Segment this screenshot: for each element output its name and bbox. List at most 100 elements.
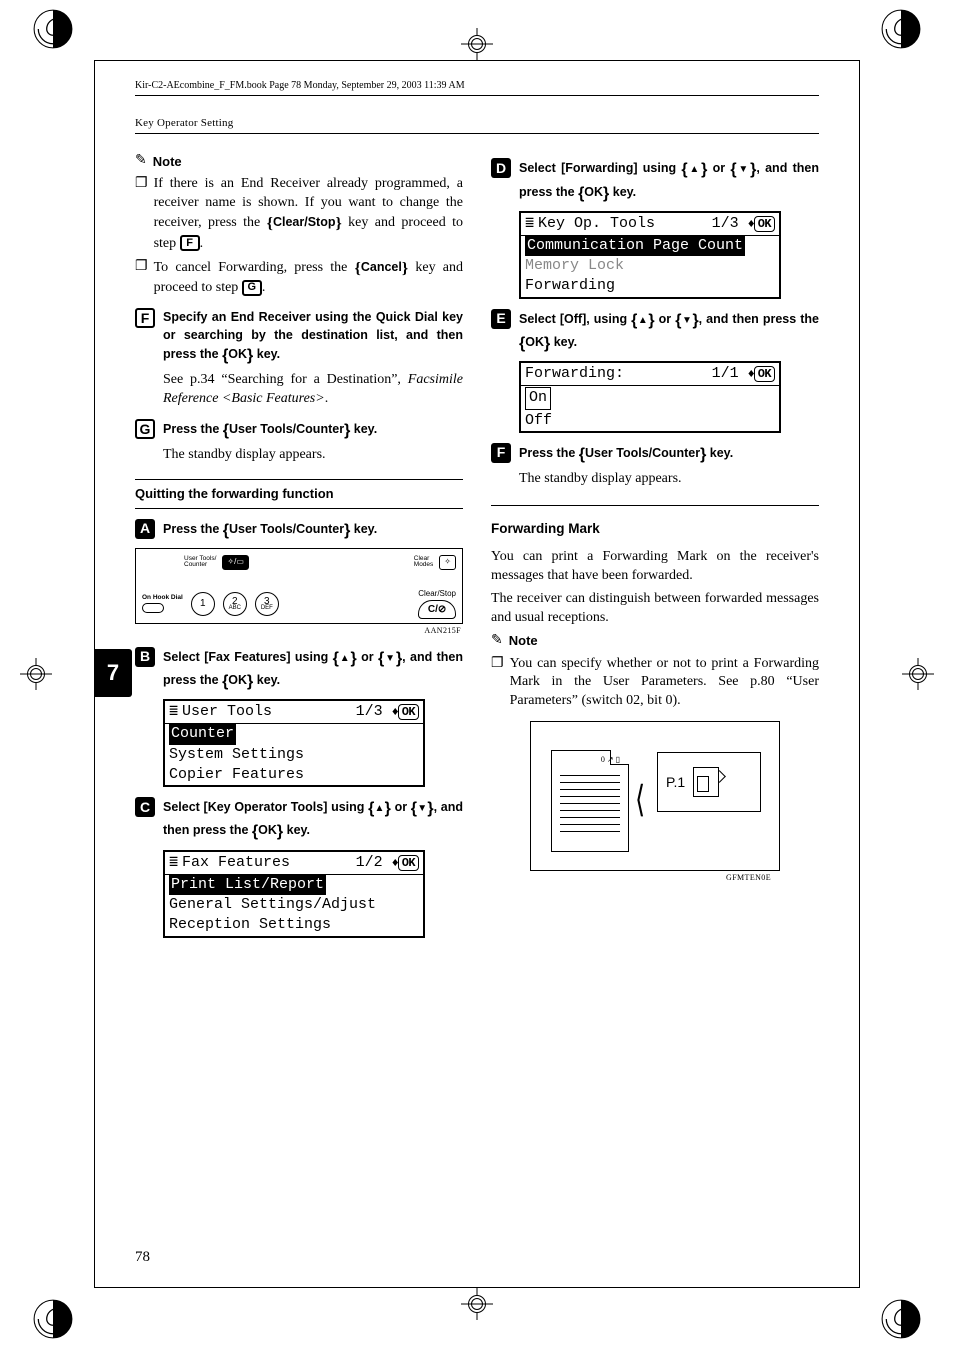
step-F: F Specify an End Receiver using the Quic… <box>135 308 463 367</box>
lcd-row-selected: Communication Page Count <box>525 236 745 256</box>
paragraph: The receiver can distinguish between for… <box>491 590 819 628</box>
sub-text: . <box>325 391 329 406</box>
note-heading: ✎ Note <box>491 632 819 651</box>
user-tools-chip: ✧/▭ <box>222 555 248 570</box>
note-item: ❐ You can specify whether or not to prin… <box>491 655 819 712</box>
note-label: Note <box>509 632 538 650</box>
step-G: G Press the {User Tools/Counter} key. <box>135 419 463 442</box>
step-sub: The standby display appears. <box>163 446 463 465</box>
forwarding-mark-figure: 0 ↗ ▯ ⟨ P.1 <box>530 721 780 871</box>
page-number: 78 <box>135 1247 150 1267</box>
down-arrow-icon <box>737 161 751 175</box>
step-1: A Press the {User Tools/Counter} key. <box>135 519 463 542</box>
side-tab: 7 <box>94 649 132 697</box>
document-icon: 0 ↗ ▯ <box>551 750 629 852</box>
step-text: using <box>327 800 368 814</box>
step-number-icon: B <box>135 647 155 667</box>
note-item: ❐ To cancel Forwarding, press the {Cance… <box>135 258 463 298</box>
lcd-row: System Settings <box>165 745 423 765</box>
step-2: B Select [Fax Features] using {} or {}, … <box>135 647 463 693</box>
print-mark-crosshair <box>902 658 934 690</box>
keypad-1: 1 <box>191 592 215 616</box>
down-arrow-icon <box>681 312 692 326</box>
step-6: F Press the {User Tools/Counter} key. <box>491 443 819 466</box>
step-text: key. <box>350 422 377 436</box>
panel-label: Clear Modes <box>414 556 434 569</box>
on-hook-button-icon <box>142 603 164 613</box>
step-ref-icon: F <box>180 235 200 251</box>
lcd-fax-features: ≣Fax Features 1/2 ♦OK Print List/Report … <box>163 850 425 938</box>
step-text: key. <box>706 446 733 460</box>
keypad-2: 2ABC <box>223 592 247 616</box>
note-item: ❐ If there is an End Receiver already pr… <box>135 175 463 253</box>
lcd-title: Fax Features <box>182 853 290 873</box>
note-text: To cancel Forwarding, press the <box>154 260 355 275</box>
clear-stop-button-icon: C/⊘ <box>418 600 456 620</box>
option-label: [Fax Features] <box>204 650 290 664</box>
step-text: key. <box>253 347 280 361</box>
key-ok: OK <box>258 823 277 837</box>
section-forwarding-mark: Forwarding Mark <box>491 520 819 538</box>
up-arrow-icon <box>339 650 351 664</box>
ok-chip-icon: OK <box>398 855 419 871</box>
section-quitting: Quitting the forwarding function <box>135 479 463 509</box>
bullet-icon: ❐ <box>491 655 504 712</box>
pencil-icon: ✎ <box>135 152 147 171</box>
callout-label: P.1 <box>666 773 685 792</box>
lcd-page: 1/1 <box>712 365 739 382</box>
step-sub: See p.34 “Searching for a Destination”, … <box>163 371 463 409</box>
left-column: ✎ Note ❐ If there is an End Receiver alr… <box>135 148 463 943</box>
lcd-row-disabled: Memory Lock <box>521 256 779 276</box>
keypad-3: 3DEF <box>255 592 279 616</box>
menu-icon: ≣ <box>169 853 178 873</box>
lcd-row-selected: Counter <box>169 724 236 744</box>
key-clear-stop: Clear/Stop <box>273 215 336 229</box>
step-text: Press the <box>163 522 223 536</box>
print-mark-spiral <box>32 8 74 50</box>
lcd-title: Key Op. Tools <box>538 214 655 234</box>
sub-text: See p.34 “Searching for a Destination”, <box>163 372 408 387</box>
step-text: , using <box>586 312 631 326</box>
key-user-tools: User Tools/Counter <box>229 422 344 436</box>
lcd-page: 1/3 <box>712 215 739 232</box>
clear-modes-chip: ✧ <box>439 555 456 570</box>
note-text: You can specify whether or not to print … <box>510 655 819 712</box>
header-line: Kir-C2-AEcombine_F_FM.book Page 78 Monda… <box>135 79 819 96</box>
scroll-icon: ♦ <box>748 367 752 381</box>
print-mark-crosshair <box>20 658 52 690</box>
clear-stop-label: Clear/Stop <box>418 589 456 600</box>
note-text: . <box>200 236 204 251</box>
key-ok: OK <box>228 347 247 361</box>
key-ok: OK <box>228 673 247 687</box>
lcd-forwarding: Forwarding: 1/1 ♦OK On Off <box>519 361 781 433</box>
step-text: using <box>291 650 333 664</box>
step-number-icon: C <box>135 797 155 817</box>
note-text: . <box>262 280 266 295</box>
option-label: [Off] <box>560 312 586 326</box>
step-text: Select <box>519 161 561 175</box>
lcd-row-selected: Print List/Report <box>169 875 326 895</box>
step-5: E Select [Off], using {} or {}, and then… <box>491 309 819 355</box>
step-text: Select <box>163 800 204 814</box>
step-number-icon: F <box>135 308 155 328</box>
step-text: , and then press the <box>699 312 819 326</box>
key-ok: OK <box>584 185 603 199</box>
arrow-icon: ⟨ <box>635 775 645 824</box>
note-label: Note <box>153 153 182 171</box>
panel-label: User Tools/ Counter <box>184 556 216 569</box>
lcd-user-tools: ≣User Tools 1/3 ♦OK Counter System Setti… <box>163 699 425 787</box>
scroll-icon: ♦ <box>392 856 396 870</box>
step-text: key. <box>253 673 280 687</box>
up-arrow-icon <box>688 161 702 175</box>
ok-chip-icon: OK <box>398 704 419 720</box>
lcd-row-boxed: On <box>525 387 551 409</box>
lcd-row: Off <box>521 411 779 431</box>
bullet-icon: ❐ <box>135 258 148 298</box>
scroll-icon: ♦ <box>748 217 752 231</box>
step-ref-icon: G <box>242 280 262 296</box>
step-number-icon: G <box>135 419 155 439</box>
lcd-row: General Settings/Adjust <box>165 895 423 915</box>
right-column: D Select [Forwarding] using {} or {}, an… <box>491 148 819 943</box>
paragraph: You can print a Forwarding Mark on the r… <box>491 548 819 586</box>
step-number-icon: A <box>135 519 155 539</box>
